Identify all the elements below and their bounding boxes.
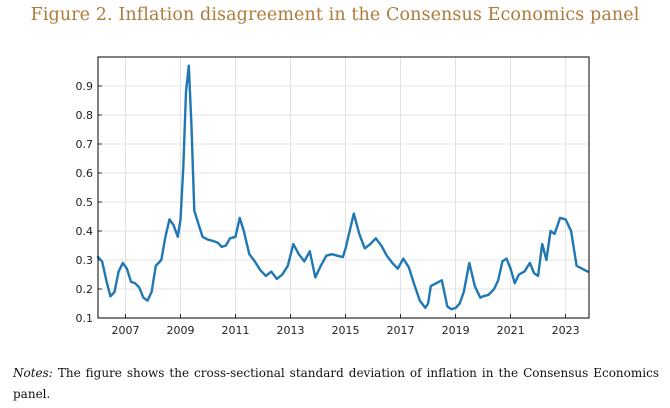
tick-labels: 0.1 0.2 0.3 0.4 0.5 0.6 0.7 0.8 0.9 2007 2009 2011 2… bbox=[76, 80, 580, 337]
y-tick-label: 0.1 bbox=[76, 312, 94, 325]
series-line-0 bbox=[96, 64, 589, 311]
x-tick-label: 2015 bbox=[332, 324, 360, 337]
y-tick-label: 0.7 bbox=[76, 138, 94, 151]
y-tick-label: 0.2 bbox=[76, 283, 94, 296]
y-tick-label: 0.8 bbox=[76, 109, 94, 122]
series-group bbox=[96, 64, 589, 311]
y-tick-label: 0.3 bbox=[76, 254, 94, 267]
y-tick-label: 0.4 bbox=[76, 225, 94, 238]
x-tick-label: 2009 bbox=[167, 324, 195, 337]
notes-label: Notes: bbox=[13, 366, 53, 380]
figure-title: Figure 2. Inflation disagreement in the … bbox=[30, 5, 640, 25]
x-tick-label: 2011 bbox=[222, 324, 250, 337]
notes-text: The figure shows the cross-sectional sta… bbox=[13, 366, 659, 401]
x-tick-label: 2019 bbox=[442, 324, 470, 337]
x-tick-label: 2023 bbox=[552, 324, 580, 337]
plot-background bbox=[98, 57, 589, 318]
x-tick-label: 2021 bbox=[497, 324, 525, 337]
x-tick-label: 2017 bbox=[387, 324, 415, 337]
x-tick-label: 2013 bbox=[277, 324, 305, 337]
figure-notes: Notes: The figure shows the cross-sectio… bbox=[13, 363, 659, 405]
y-tick-label: 0.5 bbox=[76, 196, 94, 209]
x-tick-label: 2007 bbox=[112, 324, 140, 337]
y-tick-label: 0.6 bbox=[76, 167, 94, 180]
y-tick-label: 0.9 bbox=[76, 80, 94, 93]
plot-frame bbox=[97, 56, 590, 319]
